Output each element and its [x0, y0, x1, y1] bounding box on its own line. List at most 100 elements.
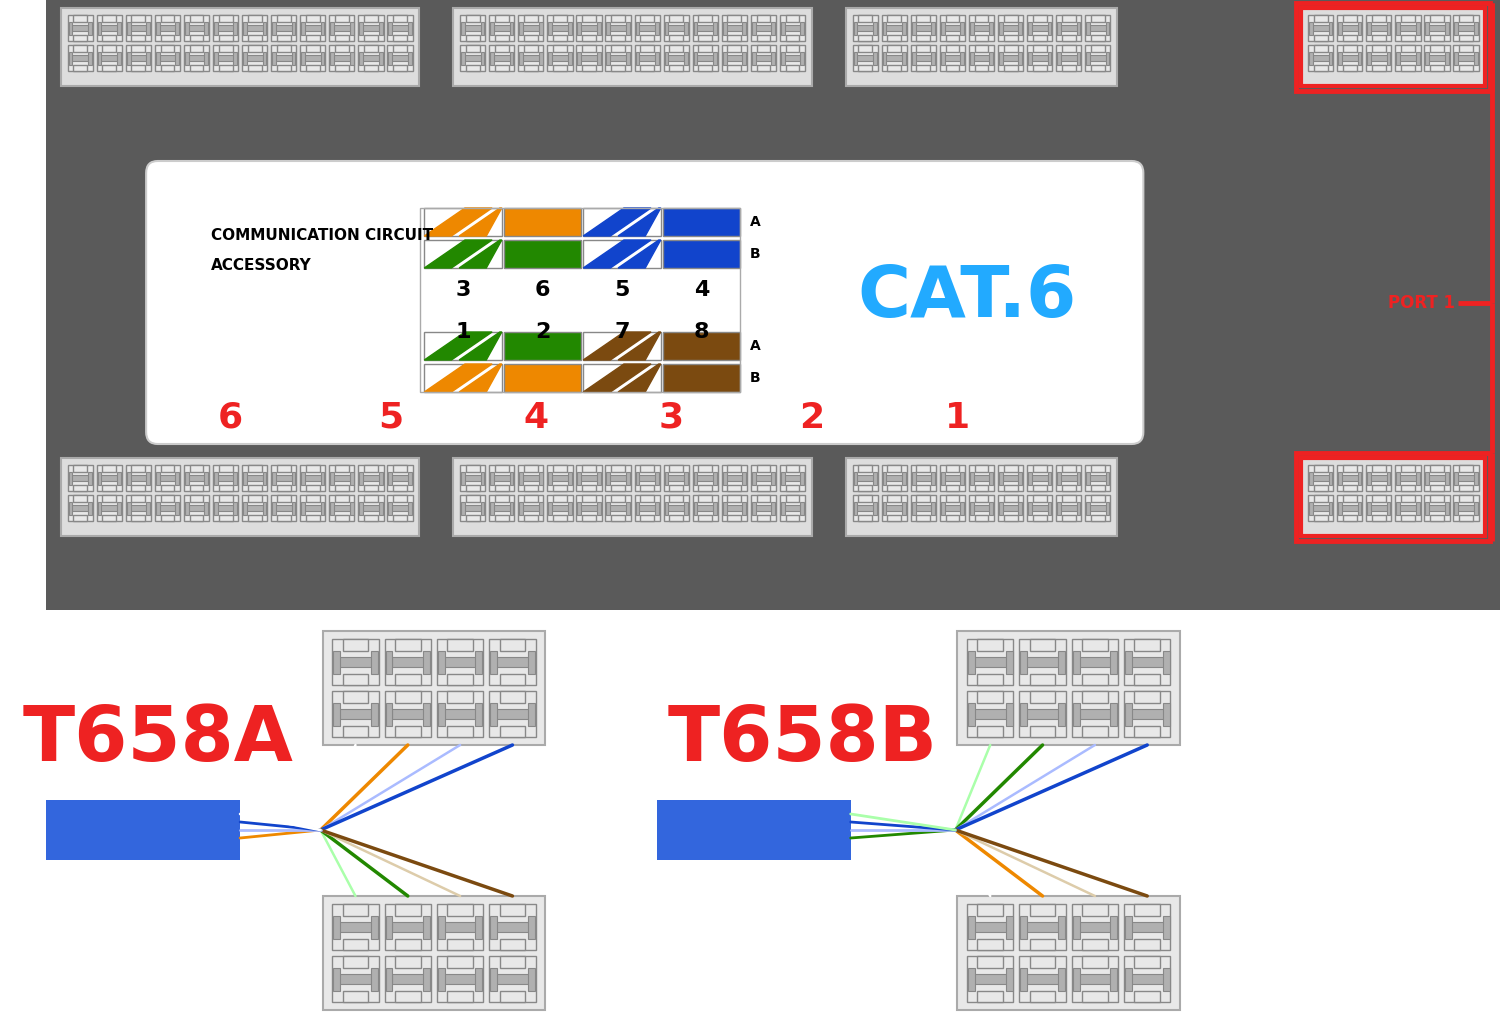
Bar: [330, 465, 354, 491]
Bar: [46, 450, 1500, 610]
Bar: [968, 968, 975, 990]
Bar: [272, 472, 276, 485]
Bar: [1308, 495, 1334, 521]
Bar: [1106, 501, 1110, 515]
Bar: [394, 904, 420, 915]
Bar: [302, 51, 304, 65]
Bar: [342, 673, 369, 685]
Bar: [888, 465, 902, 472]
Bar: [387, 45, 412, 71]
Bar: [852, 495, 877, 521]
Bar: [1416, 22, 1419, 35]
Bar: [495, 35, 508, 41]
Bar: [538, 22, 543, 35]
Bar: [972, 55, 990, 60]
Bar: [494, 505, 510, 510]
Bar: [1005, 702, 1013, 726]
Bar: [1110, 968, 1118, 990]
Bar: [1020, 639, 1066, 685]
Bar: [1386, 22, 1390, 35]
Bar: [496, 657, 528, 667]
Bar: [126, 495, 152, 521]
Bar: [350, 22, 354, 35]
Bar: [636, 501, 639, 515]
Bar: [1460, 495, 1473, 501]
Bar: [274, 476, 292, 481]
Bar: [1134, 639, 1160, 651]
Bar: [1090, 45, 1104, 51]
Bar: [522, 476, 540, 481]
Bar: [74, 465, 87, 472]
Bar: [550, 505, 568, 510]
Bar: [1090, 465, 1104, 472]
Bar: [640, 65, 654, 71]
Bar: [940, 501, 945, 515]
Bar: [495, 15, 508, 22]
Bar: [274, 55, 292, 60]
Polygon shape: [459, 332, 503, 360]
Bar: [786, 495, 800, 501]
Bar: [1078, 921, 1112, 932]
Bar: [1366, 495, 1392, 521]
Bar: [1396, 22, 1400, 35]
Bar: [1425, 495, 1449, 521]
Bar: [550, 26, 568, 31]
Bar: [68, 45, 93, 71]
Bar: [384, 691, 430, 737]
Bar: [476, 915, 483, 939]
Bar: [969, 465, 994, 491]
Bar: [968, 691, 1014, 737]
Bar: [693, 495, 718, 521]
Bar: [447, 904, 472, 915]
Bar: [519, 15, 543, 41]
Bar: [1400, 505, 1417, 510]
Bar: [69, 501, 72, 515]
Bar: [1082, 726, 1107, 737]
Bar: [858, 465, 871, 472]
Bar: [102, 485, 116, 491]
Bar: [1026, 974, 1059, 984]
Bar: [1455, 472, 1458, 485]
Bar: [278, 495, 291, 501]
Bar: [554, 485, 567, 491]
Bar: [1401, 485, 1414, 491]
Bar: [156, 22, 159, 35]
Bar: [278, 15, 291, 22]
Bar: [362, 26, 380, 31]
Bar: [568, 472, 572, 485]
Bar: [98, 51, 102, 65]
Bar: [1372, 45, 1386, 51]
Bar: [1110, 702, 1118, 726]
Bar: [184, 472, 189, 485]
Bar: [524, 45, 538, 51]
Bar: [754, 55, 772, 60]
Bar: [392, 921, 424, 932]
Bar: [1072, 702, 1080, 726]
Bar: [74, 45, 87, 51]
Bar: [1124, 904, 1170, 950]
Bar: [334, 45, 350, 51]
Bar: [438, 968, 446, 990]
Bar: [68, 495, 93, 521]
Bar: [554, 35, 567, 41]
Bar: [1358, 22, 1362, 35]
Bar: [1084, 45, 1110, 71]
Bar: [968, 702, 975, 726]
Bar: [156, 472, 159, 485]
Bar: [98, 501, 102, 515]
Bar: [580, 505, 598, 510]
Bar: [62, 458, 420, 536]
Bar: [1058, 915, 1065, 939]
Bar: [882, 45, 908, 71]
Bar: [386, 651, 393, 673]
Bar: [801, 51, 804, 65]
Bar: [1314, 465, 1328, 472]
Bar: [786, 465, 800, 472]
Bar: [333, 702, 340, 726]
Bar: [1314, 485, 1328, 491]
Bar: [1341, 55, 1359, 60]
Bar: [248, 495, 261, 501]
Bar: [217, 26, 234, 31]
Bar: [957, 631, 1180, 745]
Bar: [873, 51, 877, 65]
